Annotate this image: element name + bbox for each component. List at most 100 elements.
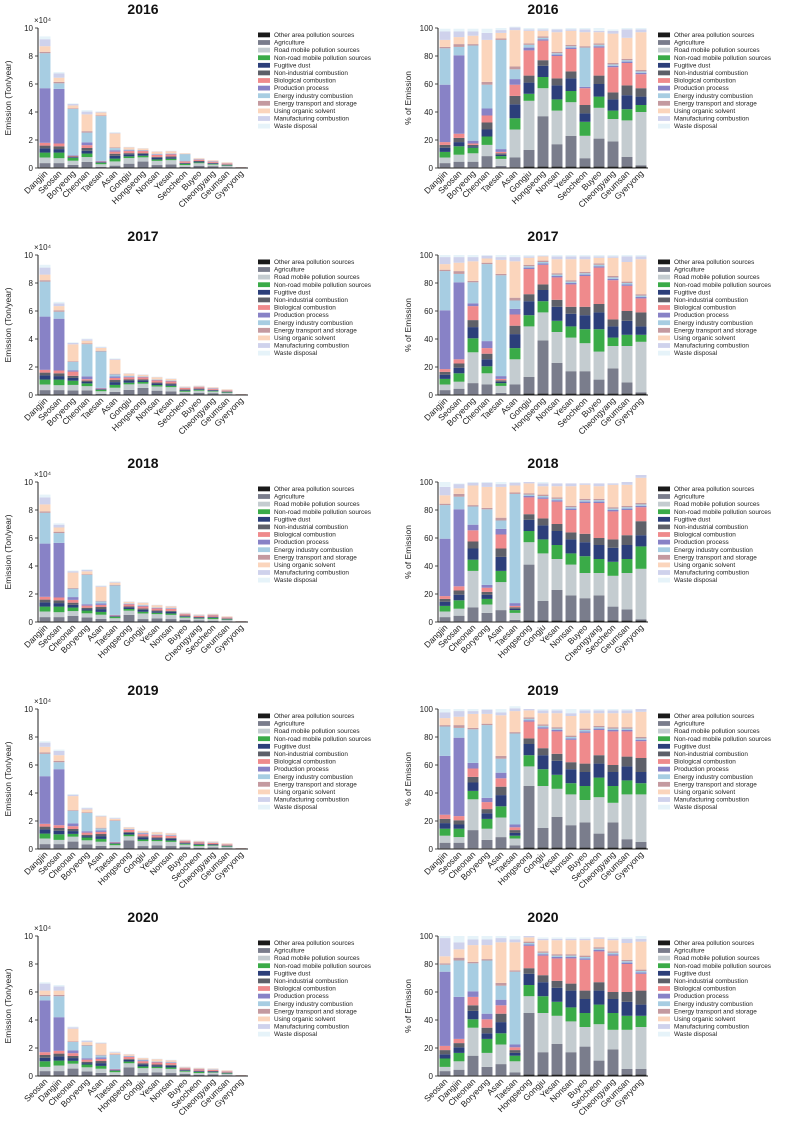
bar-segment-agriculture — [193, 620, 205, 622]
bar-segment-energy_transport — [467, 44, 479, 46]
bar-segment-non_industrial — [193, 1070, 205, 1072]
bar-segment-manufacturing — [621, 938, 633, 943]
legend-swatch-energy_industry — [658, 774, 670, 780]
bar-segment-road_mobile — [179, 1071, 191, 1074]
bar-segment-agriculture — [579, 1046, 591, 1075]
bar-segment-non_road_mobile — [67, 607, 79, 612]
bar-segment-organic_solvent — [81, 809, 93, 813]
bar-segment-organic_solvent — [467, 713, 479, 728]
bar-segment-energy_industry — [509, 493, 521, 604]
bar-segment-non_industrial — [509, 95, 521, 105]
legend-label: Road mobile pollution sources — [274, 274, 360, 281]
legend-swatch-road_mobile — [658, 501, 670, 507]
legend-label: Energy industry combustion — [274, 93, 353, 100]
bar-segment-organic_solvent — [579, 484, 591, 499]
bar-segment-biological — [495, 534, 507, 549]
y-tick-label: 100 — [420, 478, 434, 487]
bar-segment-fugitive_dust — [137, 380, 149, 382]
chart-title: 2019 — [127, 682, 158, 698]
bar-segment-road_mobile — [523, 542, 535, 565]
legend-swatch-biological — [658, 986, 670, 991]
bar-segment-production — [123, 376, 135, 378]
bar-segment-biological — [67, 371, 79, 376]
bar-segment-energy_industry — [523, 266, 535, 268]
bar-segment-fugitive_dust — [495, 154, 507, 157]
bar-segment-biological — [179, 841, 191, 843]
bar-segment-manufacturing — [53, 73, 65, 78]
bar-segment-manufacturing — [509, 257, 521, 262]
bar-segment-fugitive_dust — [523, 301, 535, 316]
bar-segment-road_mobile — [221, 392, 233, 395]
legend-swatch-non_road_mobile — [258, 55, 270, 61]
bar-segment-energy_industry — [565, 955, 577, 957]
bar-segment-non_road_mobile — [95, 389, 107, 392]
bar-segment-agriculture — [179, 619, 191, 622]
bar-segment-non_road_mobile — [537, 539, 549, 554]
bar-segment-organic_solvent — [193, 385, 205, 387]
bar-segment-energy_industry — [593, 948, 605, 950]
bar-segment-non_industrial — [151, 156, 163, 158]
bar-segment-fugitive_dust — [193, 617, 205, 619]
bar-segment-production — [509, 603, 521, 606]
bar-segment-energy_industry — [509, 300, 521, 309]
bar-segment-biological — [551, 277, 563, 300]
bar-segment-production — [53, 542, 65, 598]
legend-label: Other area pollution sources — [674, 486, 754, 493]
bar-segment-road_mobile — [81, 1067, 93, 1072]
legend-label: Agriculture — [674, 948, 705, 955]
y-tick-label: 2 — [29, 590, 34, 599]
bar-segment-road_mobile — [537, 88, 549, 117]
bar-segment-agriculture — [439, 842, 451, 849]
legend-swatch-organic_solvent — [258, 1016, 270, 1022]
bar-segment-organic_solvent — [453, 716, 465, 726]
bar-segment-fugitive_dust — [81, 836, 93, 838]
bar-segment-energy_transport — [481, 723, 493, 726]
bar-segment-energy_transport — [607, 507, 619, 509]
bar-segment-road_mobile — [109, 1072, 121, 1076]
bar-segment-energy_transport — [621, 727, 633, 729]
y-tick-label: 8 — [29, 506, 34, 515]
bar-segment-production — [95, 830, 107, 832]
bar-segment-road_mobile — [179, 844, 191, 847]
bar-segment-organic_solvent — [123, 147, 135, 150]
bar-segment-energy_industry — [607, 64, 619, 66]
legend-label: Energy transport and storage — [274, 100, 357, 107]
bar-segment-non_industrial — [39, 145, 51, 149]
bar-segment-agriculture — [179, 1073, 191, 1076]
bar-segment-fugitive_dust — [607, 772, 619, 786]
bar-segment-non_road_mobile — [123, 382, 135, 385]
bar-segment-fugitive_dust — [221, 391, 233, 393]
bar-segment-road_mobile — [221, 1073, 233, 1076]
legend-swatch-energy_industry — [658, 320, 670, 326]
legend-swatch-energy_industry — [258, 320, 270, 326]
legend-label: Agriculture — [674, 494, 705, 501]
bar-segment-other_area — [579, 166, 591, 168]
bar-segment-fugitive_dust — [579, 999, 591, 1013]
bar-segment-organic_solvent — [81, 340, 93, 344]
bar-segment-energy_transport — [467, 727, 479, 730]
bar-segment-agriculture — [495, 392, 507, 395]
bar-segment-road_mobile — [81, 840, 93, 845]
bar-segment-non_road_mobile — [551, 545, 563, 559]
bar-segment-energy_industry — [453, 960, 465, 997]
bar-segment-non_road_mobile — [193, 618, 205, 619]
bar-segment-energy_industry — [537, 496, 549, 498]
legend-swatch-non_road_mobile — [258, 963, 270, 969]
bar-segment-agriculture — [593, 833, 605, 848]
bar-segment-fugitive_dust — [607, 99, 619, 111]
bar-segment-fugitive_dust — [635, 96, 647, 105]
bar-segment-organic_solvent — [481, 486, 493, 508]
bar-segment-biological — [537, 498, 549, 519]
bar-segment-production — [137, 833, 149, 835]
bar-segment-energy_industry — [53, 762, 65, 770]
bar-segment-fugitive_dust — [95, 836, 107, 839]
bar-segment-energy_industry — [579, 47, 591, 87]
bar-segment-non_industrial — [537, 748, 549, 756]
bar-segment-biological — [621, 285, 633, 311]
legend-swatch-energy_industry — [658, 1001, 670, 1007]
bar-segment-road_mobile — [95, 1068, 107, 1073]
y-tick-label: 100 — [420, 251, 434, 260]
bar-segment-fugitive_dust — [579, 315, 591, 330]
bar-segment-road_mobile — [439, 157, 451, 164]
bar-segment-organic_solvent — [621, 713, 633, 728]
